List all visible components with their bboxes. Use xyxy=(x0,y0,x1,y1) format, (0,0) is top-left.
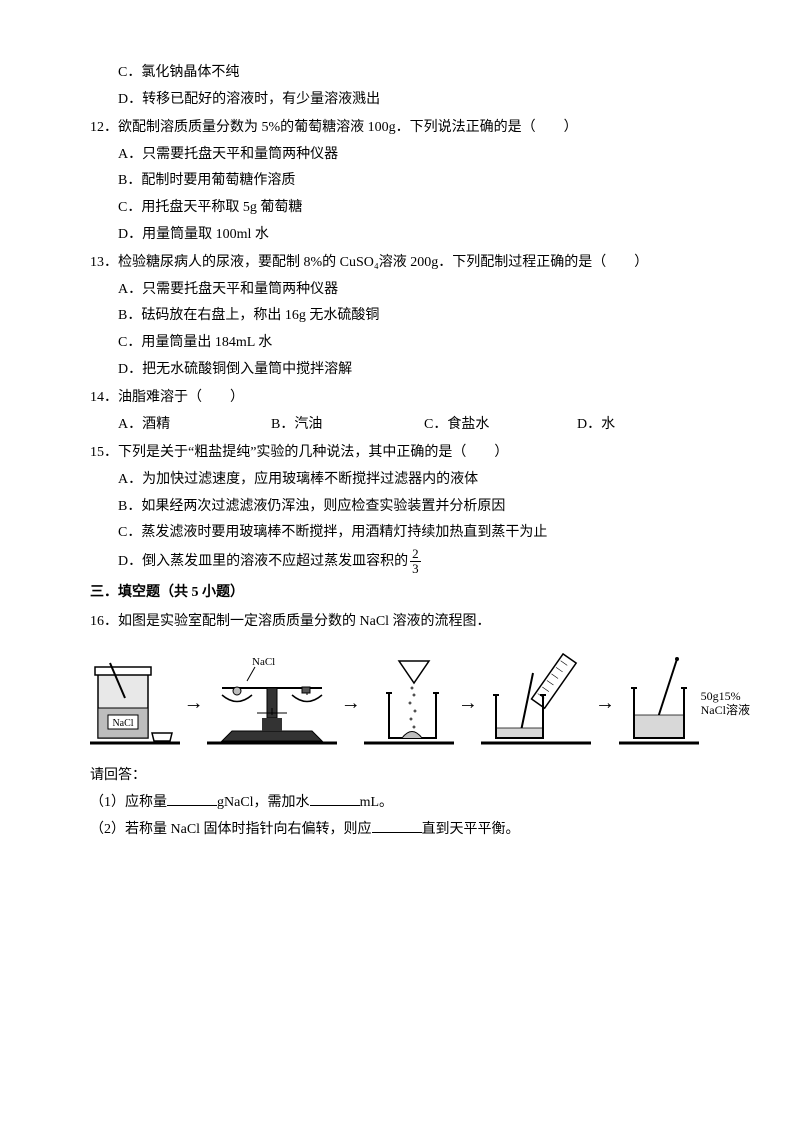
q15-option-d: D．倒入蒸发皿里的溶液不应超过蒸发皿容积的23 xyxy=(90,547,730,577)
panel-cylinder xyxy=(481,653,591,753)
blank-field[interactable] xyxy=(310,791,360,806)
panel-stir: 50g15% NaCl溶液 xyxy=(619,653,750,753)
q11-option-d: D．转移已配好的溶液时，有少量溶液溅出 xyxy=(90,87,730,114)
q12-option-a: A．只需要托盘天平和量筒两种仪器 xyxy=(90,142,730,169)
arrow-icon: → xyxy=(341,684,361,722)
q14-options: A．酒精 B．汽油 C．食盐水 D．水 xyxy=(90,412,730,439)
q16-prompt: 请回答： xyxy=(90,763,730,790)
panel-jar: NaCl xyxy=(90,653,180,753)
q13-option-c: C．用量筒量出 184mL 水 xyxy=(90,330,730,357)
q16-part2: （2）若称量 NaCl 固体时指针向右偏转，则应直到天平平衡。 xyxy=(90,817,730,844)
q12-option-c: C．用托盘天平称取 5g 葡萄糖 xyxy=(90,195,730,222)
arrow-icon: → xyxy=(458,684,478,722)
q14-option-a: A．酒精 xyxy=(118,412,271,439)
q15-option-a: A．为加快过滤速度，应用玻璃棒不断搅拌过滤器内的液体 xyxy=(90,467,730,494)
q14-option-c: C．食盐水 xyxy=(424,412,577,439)
panel-pour xyxy=(364,653,454,753)
solution-label: 50g15% NaCl溶液 xyxy=(701,689,750,718)
q14-option-d: D．水 xyxy=(577,412,730,439)
fraction-two-thirds: 23 xyxy=(410,547,421,577)
q13-stem: 13．检验糖尿病人的尿液，要配制 8%的 CuSO₄溶液 200g．下列配制过程… xyxy=(90,250,730,277)
arrow-icon: → xyxy=(184,684,204,722)
section-3-header: 三．填空题（共 5 小题） xyxy=(90,580,730,607)
q15-stem: 15．下列是关于“粗盐提纯”实验的几种说法，其中正确的是（ ） xyxy=(90,440,730,467)
q12-option-d: D．用量筒量取 100ml 水 xyxy=(90,222,730,249)
q12-option-b: B．配制时要用葡萄糖作溶质 xyxy=(90,168,730,195)
blank-field[interactable] xyxy=(372,818,422,833)
q14-option-b: B．汽油 xyxy=(271,412,424,439)
q15-d-prefix: D．倒入蒸发皿里的溶液不应超过蒸发皿容积的 xyxy=(118,554,408,569)
q13-option-a: A．只需要托盘天平和量筒两种仪器 xyxy=(90,277,730,304)
q14-stem: 14．油脂难溶于（ ） xyxy=(90,385,730,412)
flow-diagram: NaCl → NaCl xyxy=(90,653,750,753)
q12-stem: 12．欲配制溶质质量分数为 5%的葡萄糖溶液 100g．下列说法正确的是（ ） xyxy=(90,115,730,142)
arrow-icon: → xyxy=(595,684,615,722)
balance-label: NaCl xyxy=(252,656,275,668)
blank-field[interactable] xyxy=(167,791,217,806)
q16-part1: （1）应称量gNaCl，需加水mL。 xyxy=(90,790,730,817)
panel-balance: NaCl xyxy=(207,653,337,753)
q13-option-b: B．砝码放在右盘上，称出 16g 无水硫酸铜 xyxy=(90,303,730,330)
jar-label: NaCl xyxy=(112,718,133,729)
q16-stem: 16．如图是实验室配制一定溶质质量分数的 NaCl 溶液的流程图． xyxy=(90,609,730,636)
q11-option-c: C．氯化钠晶体不纯 xyxy=(90,60,730,87)
q15-option-c: C．蒸发滤液时要用玻璃棒不断搅拌，用酒精灯持续加热直到蒸干为止 xyxy=(90,520,730,547)
q13-option-d: D．把无水硫酸铜倒入量筒中搅拌溶解 xyxy=(90,357,730,384)
q15-option-b: B．如果经两次过滤滤液仍浑浊，则应检查实验装置并分析原因 xyxy=(90,494,730,521)
